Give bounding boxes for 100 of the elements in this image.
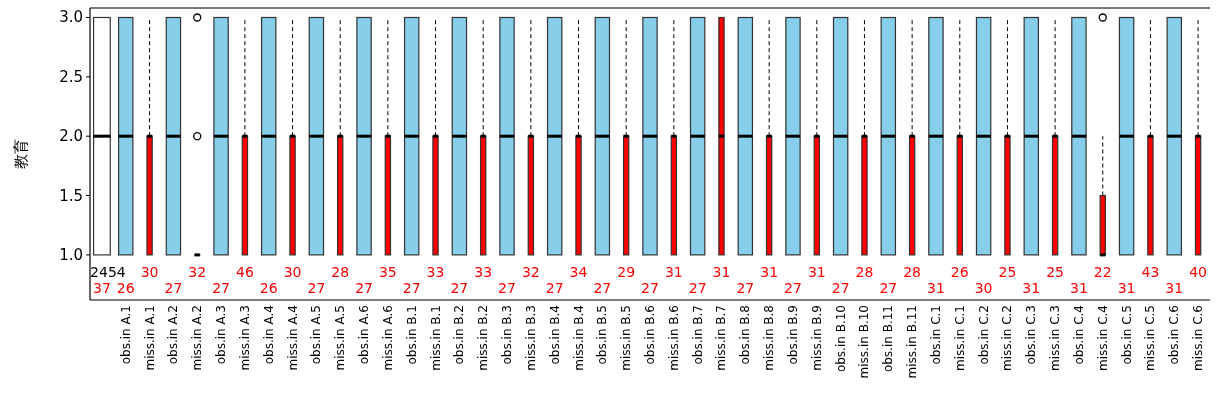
annotation: 31: [1165, 279, 1184, 296]
annotation: 31: [760, 263, 779, 280]
annotation: 28: [855, 263, 874, 280]
x-tick-label: miss.in B.6: [666, 305, 681, 371]
x-tick-label: miss.in A.5: [333, 305, 348, 371]
annotation: 27: [164, 279, 183, 296]
annotation: 27: [641, 279, 659, 296]
annotation: 27: [355, 279, 373, 296]
x-tick-label: obs.in B.10: [833, 305, 848, 373]
x-tick-label: obs.in B.6: [643, 305, 657, 365]
x-tick-label: miss.in B.8: [762, 305, 777, 371]
x-tick-label: obs.in A.5: [309, 305, 324, 365]
x-tick-label: obs.in A.1: [118, 305, 133, 365]
annotation: 26: [116, 279, 135, 296]
x-tick-label: obs.in A.3: [214, 305, 229, 365]
x-tick-label: obs.in C.2: [976, 305, 991, 365]
annotation: 33: [426, 263, 445, 280]
annotation: 31: [1022, 279, 1041, 296]
annotation: 31: [927, 279, 945, 296]
annotation: 43: [1141, 263, 1160, 280]
annotation: 22: [1093, 263, 1112, 280]
x-tick-label: miss.in A.3: [237, 305, 252, 371]
annotation: 28: [331, 263, 350, 280]
annotation: 25: [1046, 263, 1065, 280]
x-tick-label: miss.in B.11: [905, 305, 920, 379]
x-tick-label: obs.in B.9: [785, 305, 800, 365]
x-tick-label: miss.in B.5: [619, 305, 634, 371]
annotation: 27: [593, 279, 612, 296]
x-tick-label: obs.in C.4: [1071, 305, 1086, 365]
x-tick-label: miss.in C.4: [1095, 305, 1110, 371]
y-tick-label: 3.0: [59, 8, 83, 27]
x-tick-label: obs.in B.7: [690, 305, 705, 365]
x-tick-label: miss.in B.9: [809, 305, 824, 371]
x-tick-label: miss.in A.2: [190, 305, 205, 371]
annotation: 31: [712, 263, 731, 280]
annotation: 37: [93, 279, 111, 296]
annotation: 27: [879, 279, 898, 296]
x-tick-label: obs.in B.2: [452, 305, 467, 365]
annotation: 26: [259, 279, 278, 296]
x-tick-label: miss.in A.1: [142, 305, 157, 371]
annotation: 31: [807, 263, 826, 280]
annotation: 31: [664, 263, 683, 280]
annotation: 30: [283, 263, 302, 280]
annotation: 30: [974, 279, 993, 296]
x-tick-label: miss.in B.7: [714, 305, 729, 371]
x-tick-label: obs.in B.8: [738, 305, 753, 365]
x-tick-label: miss.in B.1: [428, 305, 443, 371]
x-tick-label: obs.in B.4: [547, 305, 562, 365]
annotation: 30: [140, 263, 159, 280]
annotation: 31: [1117, 279, 1136, 296]
x-tick-label: miss.in C.3: [1048, 305, 1063, 371]
x-tick-label: obs.in A.6: [357, 305, 372, 365]
x-tick-label: obs.in C.1: [928, 305, 943, 365]
x-tick-label: miss.in A.4: [285, 305, 300, 371]
annotation: 27: [402, 279, 421, 296]
annotation: 27: [307, 279, 326, 296]
annotation: 31: [1070, 279, 1088, 296]
x-tick-label: obs.in C.6: [1167, 305, 1182, 365]
annotation: 27: [688, 279, 707, 296]
annotation: 40: [1189, 263, 1207, 280]
y-tick-label: 1.0: [59, 245, 83, 264]
annotation: 35: [378, 263, 397, 280]
x-tick-label: miss.in C.6: [1191, 305, 1206, 371]
annotation: 34: [569, 263, 588, 280]
annotation: 32: [521, 263, 540, 280]
y-tick-label: 1.5: [59, 186, 83, 205]
x-tick-label: miss.in C.2: [1000, 305, 1015, 371]
y-tick-label: 2.0: [59, 127, 83, 146]
x-tick-label: miss.in B.4: [571, 305, 586, 371]
annotation: 25: [998, 263, 1017, 280]
annotation: 33: [474, 263, 493, 280]
x-tick-label: miss.in C.1: [952, 305, 967, 371]
y-tick-label: 2.5: [59, 67, 83, 86]
x-tick-label: obs.in B.1: [404, 305, 419, 365]
x-tick-label: obs.in C.3: [1024, 305, 1039, 365]
annotation: 32: [188, 263, 207, 280]
x-tick-label: obs.in B.5: [595, 305, 610, 365]
annotation: 27: [450, 279, 469, 296]
x-tick-label: obs.in C.5: [1119, 305, 1134, 365]
annotation: 28: [903, 263, 922, 280]
annotation: 27: [212, 279, 230, 296]
x-tick-label: obs.in B.3: [500, 305, 515, 365]
annotation: 27: [784, 279, 802, 296]
annotation: 26: [950, 263, 969, 280]
annotation: 29: [617, 263, 636, 280]
x-tick-label: obs.in A.2: [166, 305, 181, 365]
x-tick-label: miss.in B.10: [857, 305, 872, 379]
annotation: 27: [498, 279, 516, 296]
y-axis-title: 教育: [12, 139, 30, 169]
x-tick-label: miss.in C.5: [1143, 305, 1158, 371]
annotation: 27: [831, 279, 850, 296]
x-tick-label: miss.in B.2: [476, 305, 491, 371]
annotation: 2454: [90, 263, 126, 280]
annotation: 46: [235, 263, 254, 280]
x-tick-label: miss.in A.6: [380, 305, 395, 371]
annotation: 27: [545, 279, 564, 296]
x-tick-label: miss.in B.3: [523, 305, 538, 371]
x-tick-label: obs.in A.4: [261, 305, 276, 365]
x-tick-label: obs.in B.11: [881, 305, 896, 373]
annotation: 27: [736, 279, 755, 296]
